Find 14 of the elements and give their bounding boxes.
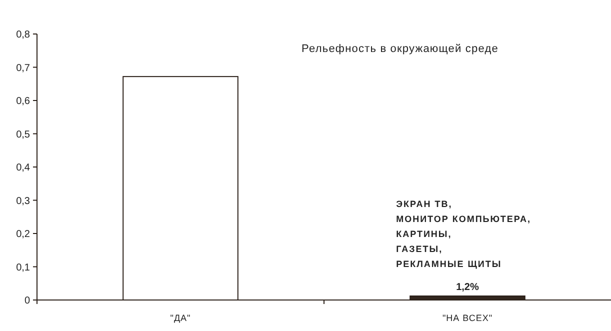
y-tick-label: 0,6 — [16, 96, 30, 107]
data-label: 1,2% — [456, 282, 480, 294]
y-tick-label: 0,2 — [16, 229, 30, 240]
text: Рельефность в окружающей среде — [302, 43, 498, 55]
x-tick-label: "НА ВСЕХ" — [442, 313, 493, 323]
y-tick-label: 0 — [24, 296, 30, 306]
y-tick-label: 0,1 — [16, 262, 30, 274]
annotation: ЭКРАН ТВ, МОНИТОР КОМПЬЮТЕРА, КАРТИНЫ, ГАЗЕТЫ, РЕКЛАМНЫЕ ЩИТЫ — [396, 199, 532, 270]
y-tick-label: 0,5 — [16, 129, 30, 140]
x-tick-label: "ДА" — [170, 313, 191, 323]
y-tick-label: 0,7 — [16, 62, 30, 74]
y-tick-label: 0,3 — [16, 196, 30, 207]
y-tick-label: 0,8 — [16, 30, 30, 40]
y-tick-label: 0,4 — [16, 162, 30, 174]
